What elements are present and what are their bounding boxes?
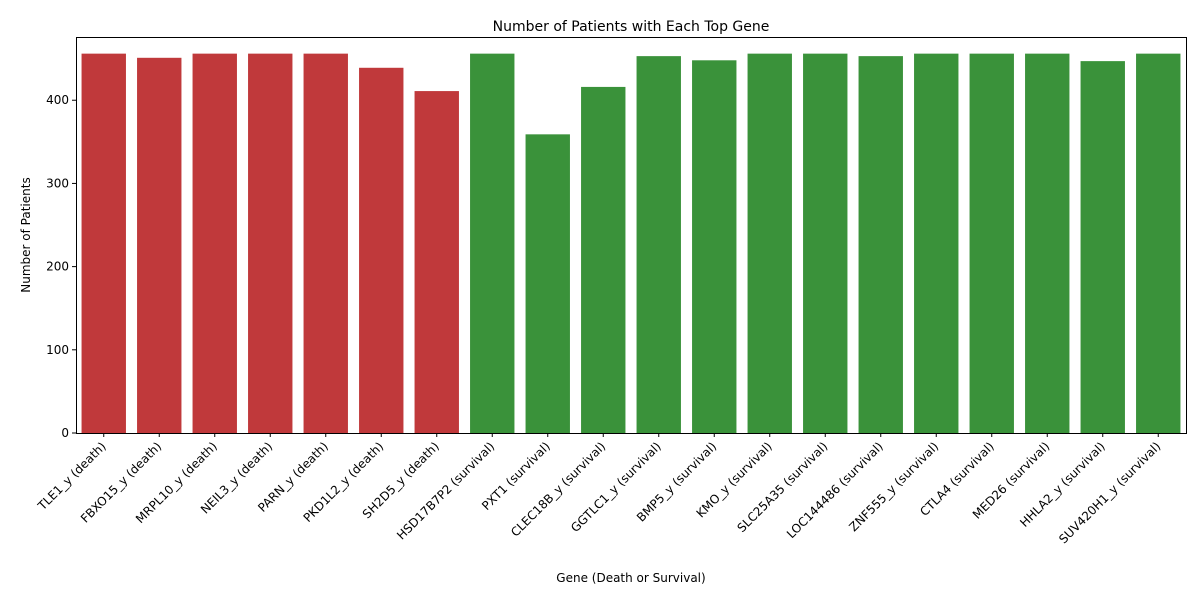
x-tick-label: GGTLC1_y (survival) <box>568 439 664 535</box>
y-axis: 0 100 200 300 400 <box>46 93 76 440</box>
x-axis: TLE1_y (death)FBXO15_y (death)MRPL10_y (… <box>34 433 1163 546</box>
chart-title: Number of Patients with Each Top Gene <box>493 19 770 35</box>
bar-6 <box>359 67 404 434</box>
bar-5 <box>303 53 348 433</box>
bar-13 <box>747 53 792 433</box>
bar-12 <box>692 60 737 433</box>
bar-4 <box>248 53 293 433</box>
y-tick-label: 300 <box>46 176 69 190</box>
bar-10 <box>581 86 626 434</box>
bar-20 <box>1136 53 1181 433</box>
bar-9 <box>525 134 570 434</box>
bar-19 <box>1080 61 1125 434</box>
x-tick-label: SLC25A35 (survival) <box>734 439 830 535</box>
y-tick-label: 0 <box>61 426 69 440</box>
x-tick-label: LOC144486 (survival) <box>784 439 886 541</box>
bar-14 <box>803 53 848 433</box>
x-tick-label: HSD17B7P2 (survival) <box>394 439 497 542</box>
bar-16 <box>914 53 959 433</box>
y-axis-title: Number of Patients <box>19 177 33 292</box>
bar-1 <box>81 53 126 433</box>
bar-18 <box>1025 53 1070 433</box>
x-tick-label: SUV420H1_y (survival) <box>1056 439 1163 546</box>
bar-3 <box>192 53 237 433</box>
y-tick-label: 100 <box>46 343 69 357</box>
x-axis-title: Gene (Death or Survival) <box>556 571 705 585</box>
bar-11 <box>636 56 681 433</box>
bar-15 <box>858 56 903 433</box>
x-tick-label: CLEC18B_y (survival) <box>508 439 608 539</box>
bar-17 <box>969 53 1014 433</box>
bars-group <box>81 53 1181 434</box>
bar-8 <box>470 53 515 433</box>
bar-7 <box>414 91 459 434</box>
y-tick-label: 200 <box>46 260 69 274</box>
bar-2 <box>137 57 182 434</box>
plot-frame <box>76 37 1187 434</box>
y-tick-label: 400 <box>46 93 69 107</box>
